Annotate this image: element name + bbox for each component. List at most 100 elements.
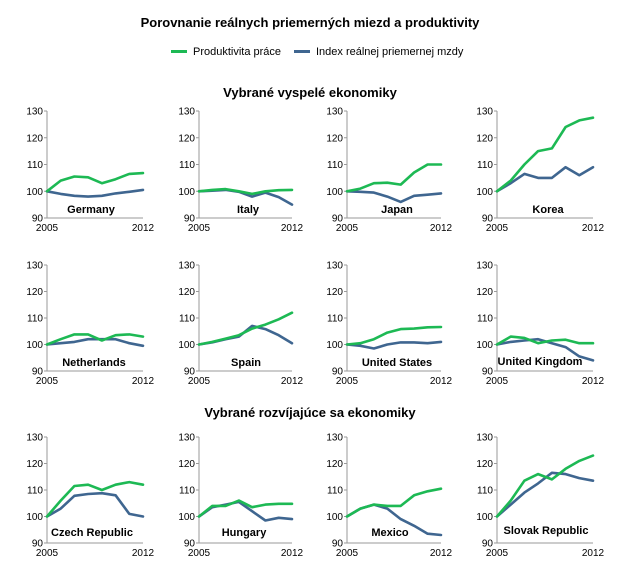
panel-title: Korea	[532, 204, 564, 216]
y-tick-label: 90	[184, 539, 196, 550]
series-line-productivity	[45, 171, 145, 193]
x-tick-label-start: 2005	[36, 376, 59, 387]
x-tick-label-start: 2005	[188, 548, 211, 559]
y-tick-label: 120	[326, 133, 343, 144]
y-tick-label: 120	[26, 133, 43, 144]
panel-title: Japan	[381, 204, 413, 216]
legend-swatch-productivity	[171, 49, 187, 53]
y-tick-label: 130	[178, 107, 195, 118]
x-tick-label-start: 2005	[188, 376, 211, 387]
panel-hungary: 90 100 110 120 130 2005 2012 Hungary	[178, 433, 303, 560]
x-tick-label-end: 2012	[281, 376, 304, 387]
panel-slovak-republic: 90 100 110 120 130 2005 2012 Slovak Republic	[476, 433, 604, 560]
panel-title: Czech Republic	[51, 527, 133, 539]
y-tick-label: 110	[179, 160, 195, 171]
y-tick-label: 110	[179, 314, 195, 325]
y-tick-label: 110	[327, 314, 343, 325]
y-tick-label: 100	[476, 512, 493, 523]
x-tick-label-start: 2005	[36, 548, 59, 559]
series-line-wage	[495, 165, 595, 193]
y-tick-label: 110	[27, 160, 43, 171]
panel-united-states: 90 100 110 120 130 2005 2012 United States	[326, 261, 452, 388]
y-tick-label: 100	[178, 187, 195, 198]
y-tick-label: 130	[326, 261, 343, 272]
x-tick-label-end: 2012	[582, 376, 605, 387]
series-line-productivity	[197, 311, 294, 346]
series-line-wage	[345, 190, 443, 204]
x-tick-label-start: 2005	[486, 376, 509, 387]
y-tick-label: 110	[327, 486, 343, 497]
y-tick-label: 110	[27, 314, 43, 325]
y-tick-label: 90	[332, 367, 344, 378]
y-tick-label: 90	[32, 367, 44, 378]
y-tick-label: 100	[26, 340, 43, 351]
legend-label-productivity: Produktivita práce	[193, 46, 282, 58]
panel-japan: 90 100 110 120 130 2005 2012 Japan	[326, 107, 452, 235]
y-tick-label: 90	[482, 539, 494, 550]
series-line-wage	[345, 340, 443, 350]
legend: Produktivita práce Index reálnej priemer…	[0, 46, 620, 60]
series-line-productivity	[45, 480, 145, 518]
panel-netherlands: 90 100 110 120 130 2005 2012 Netherlands	[26, 261, 154, 388]
x-tick-label-end: 2012	[582, 548, 605, 559]
panel-title: United Kingdom	[498, 356, 583, 368]
y-tick-label: 130	[26, 433, 43, 444]
panel-czech-republic: 90 100 110 120 130 2005 2012 Czech Republic	[26, 433, 154, 560]
y-tick-label: 120	[178, 287, 195, 298]
x-tick-label-end: 2012	[430, 376, 453, 387]
y-tick-label: 100	[476, 187, 493, 198]
y-tick-label: 100	[26, 187, 43, 198]
panel-title: Spain	[231, 357, 261, 369]
y-tick-label: 110	[477, 160, 493, 171]
section-title-emerging: Vybrané rozvíjajúce sa ekonomiky	[204, 405, 416, 420]
y-tick-label: 120	[178, 133, 195, 144]
series-line-wage	[495, 471, 595, 518]
series-line-productivity	[495, 335, 595, 346]
x-tick-label-start: 2005	[486, 548, 509, 559]
y-tick-label: 100	[178, 512, 195, 523]
series-line-productivity	[495, 116, 595, 193]
x-tick-label-end: 2012	[132, 376, 155, 387]
y-tick-label: 120	[326, 459, 343, 470]
x-tick-label-end: 2012	[281, 548, 304, 559]
panel-title: Italy	[237, 204, 260, 216]
y-tick-label: 130	[178, 261, 195, 272]
series-line-productivity	[495, 454, 595, 518]
x-tick-label-end: 2012	[281, 223, 304, 234]
y-tick-label: 130	[326, 107, 343, 118]
legend-swatch-wage	[294, 49, 310, 53]
y-tick-label: 90	[332, 539, 344, 550]
panel-korea: 90 100 110 120 130 2005 2012 Korea	[476, 107, 604, 235]
panel-title: Slovak Republic	[504, 525, 589, 537]
y-tick-label: 120	[326, 287, 343, 298]
series-line-productivity	[45, 333, 145, 346]
y-tick-label: 120	[476, 287, 493, 298]
y-tick-label: 100	[26, 512, 43, 523]
series-line-wage	[45, 337, 145, 348]
x-tick-label-start: 2005	[188, 223, 211, 234]
x-tick-label-start: 2005	[336, 223, 359, 234]
y-tick-label: 130	[26, 261, 43, 272]
x-tick-label-start: 2005	[336, 548, 359, 559]
y-tick-label: 90	[482, 214, 494, 225]
y-tick-label: 100	[326, 340, 343, 351]
y-tick-label: 90	[184, 214, 196, 225]
x-tick-label-start: 2005	[36, 223, 59, 234]
legend-item-wage: Index reálnej priemernej mzdy	[294, 46, 463, 58]
y-tick-label: 90	[32, 214, 44, 225]
y-tick-label: 110	[179, 486, 195, 497]
y-tick-label: 120	[178, 459, 195, 470]
panel-title: Mexico	[371, 527, 409, 539]
y-tick-label: 90	[184, 367, 196, 378]
y-tick-label: 120	[26, 287, 43, 298]
x-tick-label-end: 2012	[430, 548, 453, 559]
legend-label-wage: Index reálnej priemernej mzdy	[316, 46, 464, 58]
series-line-productivity	[345, 163, 443, 193]
panel-italy: 90 100 110 120 130 2005 2012 Italy	[178, 107, 303, 235]
panel-title: United States	[362, 357, 432, 369]
x-tick-label-start: 2005	[336, 376, 359, 387]
panel-title: Germany	[67, 204, 116, 216]
section-title-developed: Vybrané vyspelé ekonomiky	[223, 85, 397, 100]
series-line-wage	[45, 188, 145, 198]
